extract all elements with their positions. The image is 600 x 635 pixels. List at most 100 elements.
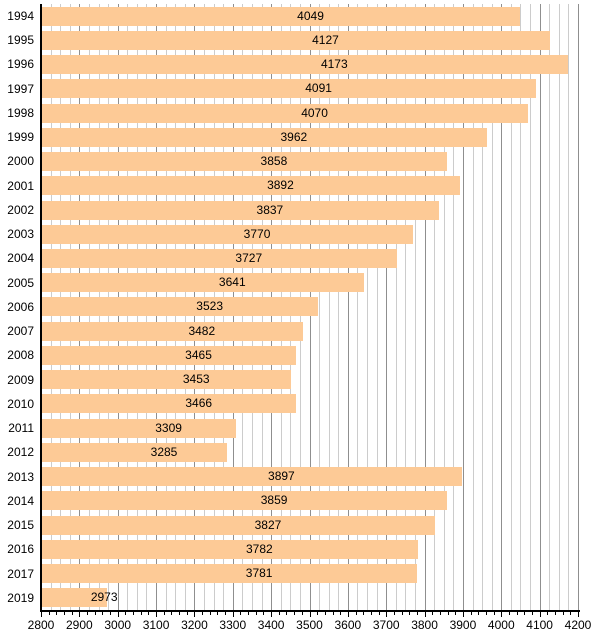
major-gridline	[578, 4, 579, 610]
x-axis-major-tick	[79, 612, 81, 617]
bar-value-label-2009: 3453	[182, 372, 210, 387]
bar-2004	[41, 249, 397, 268]
x-axis-minor-tick	[263, 612, 265, 615]
bar-row-2005: 3641	[41, 271, 578, 295]
x-tick-label-3000: 3000	[104, 618, 132, 632]
y-tick-label-2017: 2017	[7, 566, 34, 581]
bar-value-label-2012: 3285	[150, 444, 178, 459]
minor-gridline	[472, 4, 474, 610]
bar-2016	[41, 539, 418, 559]
bar-value-label-2003: 3770	[243, 226, 271, 241]
x-axis-minor-tick	[186, 612, 188, 615]
minor-gridline	[319, 4, 321, 610]
major-gridline	[386, 4, 388, 610]
x-axis-minor-tick	[317, 612, 319, 615]
x-axis-minor-tick	[179, 612, 181, 615]
bar-1995	[41, 30, 550, 50]
x-axis-minor-tick	[56, 612, 58, 615]
minor-gridline	[338, 4, 340, 610]
x-axis-major-tick	[539, 612, 541, 617]
x-tick-label-2800: 2800	[27, 618, 55, 632]
y-tick-label-2013: 2013	[7, 469, 34, 484]
minor-gridline	[328, 4, 330, 610]
bar-value-label-1999: 3962	[280, 129, 308, 144]
y-tick-label-2012: 2012	[7, 445, 34, 460]
x-axis-minor-tick	[301, 612, 303, 615]
bar-1997	[41, 79, 537, 99]
x-axis-minor-tick	[332, 612, 334, 615]
x-axis-major-tick	[578, 612, 579, 617]
major-gridline	[347, 4, 349, 610]
bar-value-label-2000: 3858	[260, 154, 288, 169]
x-axis-minor-tick	[432, 612, 434, 615]
x-tick-label-4200: 4200	[564, 618, 592, 632]
minor-gridline	[367, 4, 369, 610]
bar-row-1994: 4049	[41, 4, 578, 28]
x-axis-minor-tick	[294, 612, 296, 615]
x-axis-minor-tick	[493, 612, 495, 615]
bar-value-label-2016: 3782	[245, 541, 273, 556]
x-axis-minor-tick	[217, 612, 219, 615]
x-axis-major-tick	[424, 612, 426, 617]
bar-1998	[41, 103, 529, 123]
x-axis-minor-tick	[370, 612, 372, 615]
y-tick-label-1995: 1995	[7, 33, 34, 48]
x-axis-minor-tick	[71, 612, 73, 615]
y-tick-label-2019: 2019	[7, 590, 34, 605]
bar-row-2007: 3482	[41, 319, 578, 343]
bar-value-label-2008: 3465	[185, 347, 212, 362]
bar-row-2003: 3770	[41, 222, 578, 246]
x-tick-label-3100: 3100	[142, 618, 170, 632]
x-axis-minor-tick	[562, 612, 564, 615]
x-axis-minor-tick	[125, 612, 127, 615]
bar-value-label-2010: 3466	[185, 396, 213, 411]
bar-row-2016: 3782	[41, 537, 578, 561]
x-axis-minor-tick	[355, 612, 357, 615]
bar-row-2010: 3466	[41, 392, 578, 416]
major-gridline	[462, 4, 464, 610]
bar-2017	[41, 564, 418, 584]
bar-value-label-2015: 3827	[254, 517, 282, 532]
minor-gridline	[568, 4, 570, 610]
bar-2015	[41, 515, 435, 535]
x-axis-major-tick	[117, 612, 119, 617]
bar-value-label-2011: 3309	[155, 420, 182, 435]
x-axis-minor-tick	[64, 612, 65, 615]
bar-2008	[41, 345, 297, 365]
x-axis-minor-tick	[531, 612, 533, 615]
x-axis-minor-tick	[110, 612, 112, 615]
x-axis-major-tick	[271, 612, 273, 617]
bar-row-1999: 3962	[41, 125, 578, 149]
x-axis-major-tick	[386, 612, 388, 617]
bar-row-2008: 3465	[41, 343, 578, 367]
y-tick-label-2004: 2004	[7, 251, 34, 266]
minor-gridline	[405, 4, 407, 610]
minor-gridline	[549, 4, 551, 610]
bar-value-label-1994: 4049	[297, 8, 324, 23]
minor-gridline	[357, 4, 359, 610]
plot-area: 4049 4127 4173 4091 4070 3962 3858 3892 3837 3770…	[40, 4, 579, 612]
x-axis-minor-tick	[363, 612, 365, 615]
bar-2006	[41, 297, 319, 317]
bar-2014	[41, 491, 448, 511]
y-tick-label-1996: 1996	[7, 57, 34, 72]
bar-value-label-2004: 3727	[235, 251, 263, 265]
x-axis-minor-tick	[447, 612, 449, 615]
y-tick-label-2002: 2002	[7, 202, 34, 217]
x-axis-minor-tick	[416, 612, 418, 615]
x-tick-label-3500: 3500	[296, 618, 323, 632]
x-axis-major-tick	[309, 612, 311, 617]
x-tick-label-3900: 3900	[449, 618, 477, 632]
bar-value-label-2001: 3892	[267, 178, 294, 193]
bar-2009	[41, 370, 292, 390]
bar-row-2000: 3858	[41, 149, 578, 173]
bar-row-2006: 3523	[41, 295, 578, 319]
y-axis-line	[40, 4, 42, 612]
x-tick-label-3600: 3600	[334, 618, 362, 632]
x-axis-minor-tick	[102, 612, 104, 615]
x-axis-minor-tick	[340, 612, 342, 615]
bar-value-label-2019: 2973	[90, 590, 118, 605]
x-axis-minor-tick	[516, 612, 518, 615]
y-tick-label-1999: 1999	[7, 130, 34, 145]
